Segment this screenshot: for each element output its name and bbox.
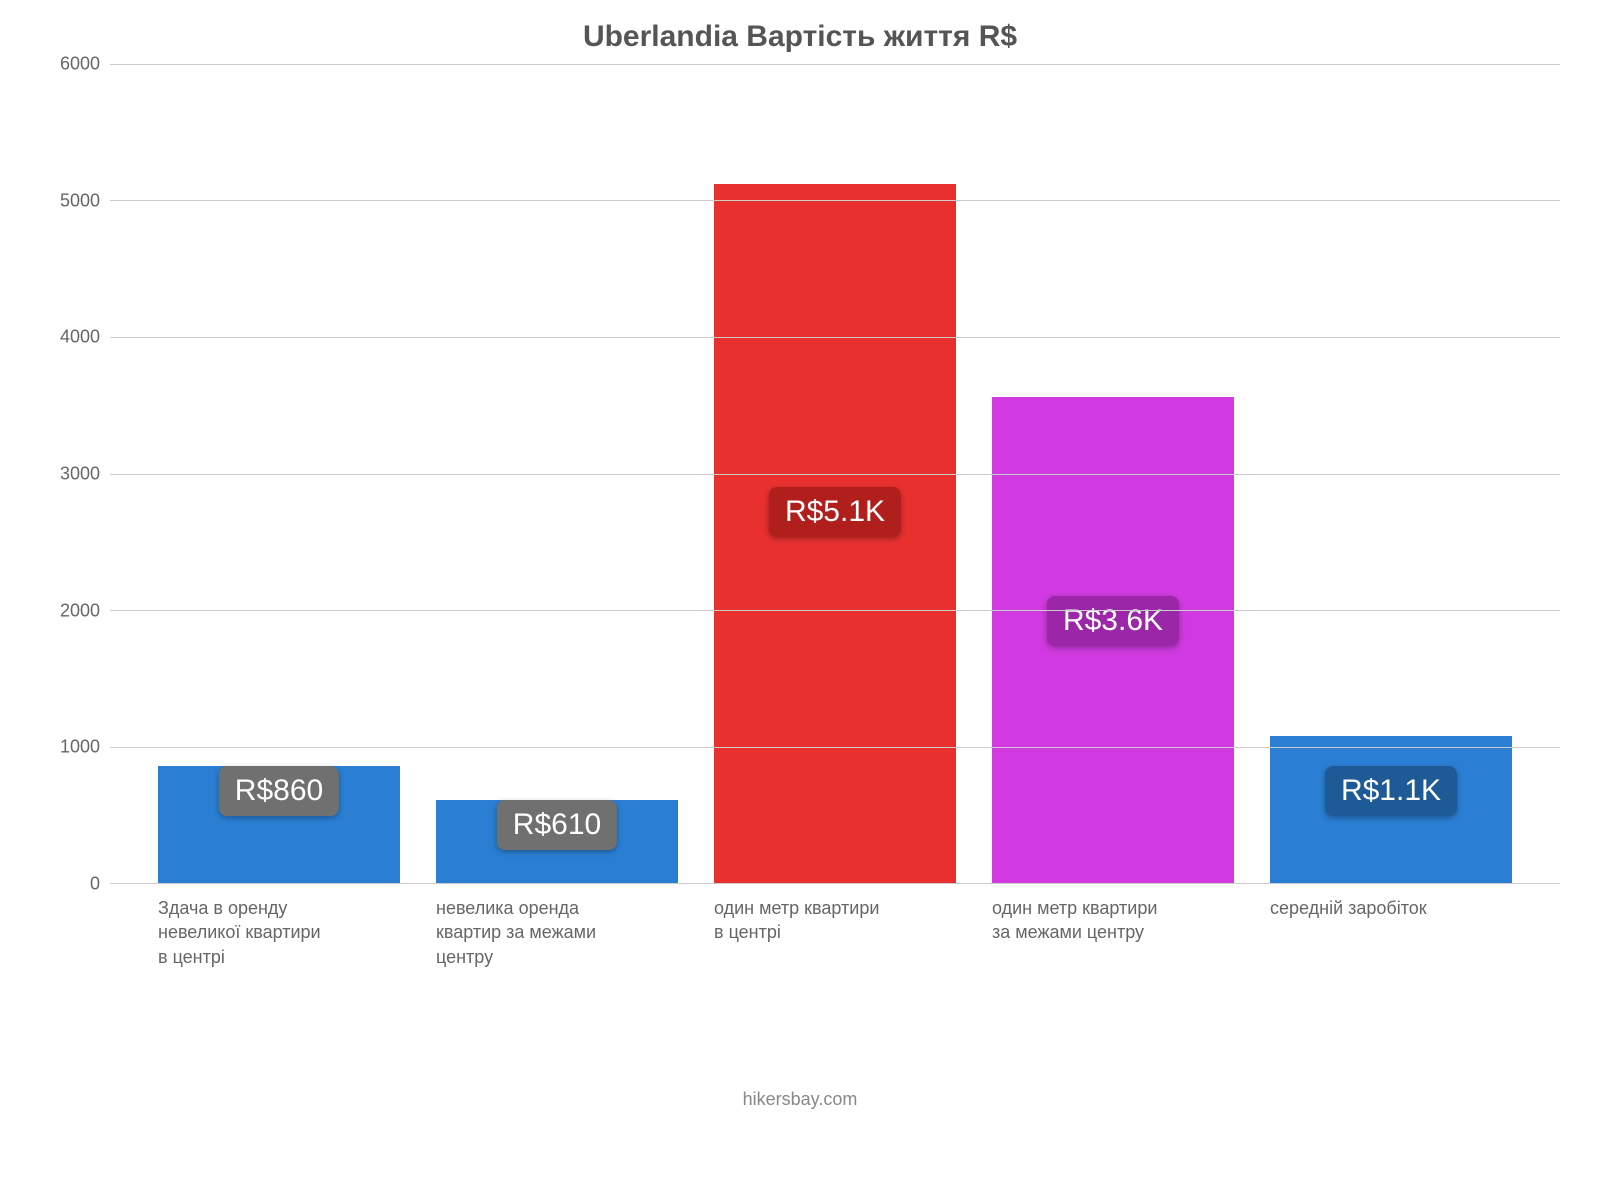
source-label: hikersbay.com [40,1089,1560,1110]
value-badge: R$860 [219,766,339,816]
x-tick-label: середній заробіток [1270,896,1440,920]
x-tick-label: один метр квартири за межами центру [992,896,1162,945]
gridline [110,337,1560,338]
gridline [110,747,1560,748]
value-badge: R$3.6K [1047,596,1179,646]
gridline [110,883,1560,884]
y-tick-label: 1000 [60,737,100,758]
x-label-slot: один метр квартири за межами центру [974,896,1252,969]
x-tick-label: невелика оренда квартир за межами центру [436,896,606,969]
value-badge: R$5.1K [769,487,901,537]
y-tick-label: 5000 [60,190,100,211]
plot-grid: R$860 R$610 R$5.1K R$3.6K R$1.1K [110,64,1560,884]
y-tick-label: 2000 [60,600,100,621]
gridline [110,474,1560,475]
y-tick-label: 3000 [60,464,100,485]
x-label-slot: середній заробіток [1252,896,1530,969]
y-axis: 0100020003000400050006000 [40,64,110,884]
x-tick-label: один метр квартири в центрі [714,896,884,945]
plot-area: 0100020003000400050006000 R$860R$610R$5.… [40,64,1560,884]
value-badge: R$1.1K [1325,766,1457,816]
chart-container: Uberlandia Вартість життя R$ 0 1000 2000 30… [0,0,1600,1200]
x-label-slot: невелика оренда квартир за межами центру [418,896,696,969]
x-label-slot: Здача в оренду невеликої квартири в цент… [140,896,418,969]
chart-title: Uberlandia Вартість життя R$ [40,20,1560,54]
x-label-slot: один метр квартири в центрі [696,896,974,969]
x-tick-label: Здача в оренду невеликої квартири в цент… [158,896,328,969]
gridline [110,610,1560,611]
value-badge: R$610 [497,800,617,850]
gridline [110,64,1560,65]
y-tick-label: 6000 [60,54,100,75]
y-tick-label: 0 [90,874,100,895]
gridline [110,200,1560,201]
x-axis-labels: Здача в оренду невеликої квартири в цент… [110,896,1560,969]
y-tick-label: 4000 [60,327,100,348]
